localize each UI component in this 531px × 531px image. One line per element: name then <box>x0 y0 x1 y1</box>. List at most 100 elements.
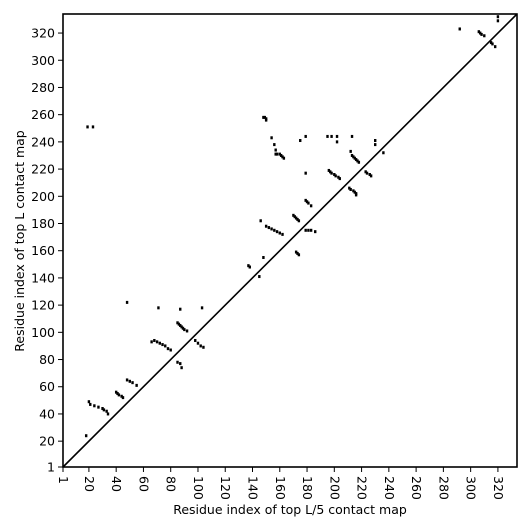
y-tick-label: 60 <box>39 379 55 394</box>
contact-point <box>177 322 181 326</box>
plot-frame <box>62 13 518 468</box>
contact-point <box>179 307 182 311</box>
contact-point <box>125 300 129 304</box>
contact-point <box>293 215 296 219</box>
contact-point <box>93 404 96 408</box>
contact-point <box>357 160 361 164</box>
contact-point <box>294 250 298 254</box>
y-tick-label: 240 <box>31 134 55 149</box>
contact-point <box>196 341 200 345</box>
contact-point <box>329 170 332 174</box>
contact-point <box>480 32 483 36</box>
y-tick-label: 200 <box>31 189 55 204</box>
x-tick-label: 80 <box>164 476 179 492</box>
contact-point <box>483 34 486 38</box>
y-tick-label: 260 <box>31 107 55 122</box>
x-tick-label: 100 <box>191 476 206 500</box>
contact-point <box>161 343 164 347</box>
y-tick-label: 320 <box>31 26 55 41</box>
contact-point <box>292 213 295 217</box>
contact-point <box>281 232 284 236</box>
y-tick-label: 120 <box>31 298 55 313</box>
contact-point <box>106 412 110 416</box>
contact-point <box>374 143 377 147</box>
contact-point <box>270 136 273 140</box>
contact-point <box>282 156 286 160</box>
contact-point <box>304 134 307 138</box>
contact-point <box>158 341 161 345</box>
contact-point <box>181 326 185 330</box>
contact-point <box>84 434 88 438</box>
contact-point <box>304 228 307 232</box>
contact-point <box>278 152 281 156</box>
contact-point <box>275 230 279 234</box>
contact-point <box>356 159 359 163</box>
contact-point <box>348 186 351 190</box>
contact-point <box>87 400 91 404</box>
y-tick-label: 220 <box>31 162 55 177</box>
contact-point <box>264 224 268 228</box>
contact-point <box>327 168 331 172</box>
contact-point <box>279 153 283 157</box>
contact-point <box>176 321 179 325</box>
contact-point <box>354 193 358 197</box>
contact-point <box>296 217 299 221</box>
contact-point <box>493 45 497 49</box>
contact-point <box>86 125 89 129</box>
contact-point <box>330 171 333 175</box>
contact-point <box>304 171 307 175</box>
contact-point <box>349 149 352 153</box>
contact-point <box>368 173 371 177</box>
contact-point <box>194 338 197 342</box>
contact-point <box>352 155 355 159</box>
diagonal-line <box>62 13 518 468</box>
contact-point <box>150 340 153 344</box>
contact-point <box>169 348 172 352</box>
contact-point <box>116 392 119 396</box>
contact-point <box>337 175 340 179</box>
contact-point <box>335 140 339 144</box>
contact-point <box>262 256 265 260</box>
contact-point <box>176 360 179 364</box>
contact-point <box>309 228 313 232</box>
contact-point <box>267 226 271 230</box>
contact-point <box>183 328 186 332</box>
contact-point <box>101 407 104 411</box>
contact-point <box>102 408 106 412</box>
contact-point <box>202 345 205 349</box>
contact-point <box>458 27 461 31</box>
y-tick-label: 80 <box>39 352 55 367</box>
contact-point <box>97 405 100 409</box>
contact-point <box>199 344 202 348</box>
y-tick-label: 100 <box>31 325 55 340</box>
contact-point <box>264 118 268 122</box>
contact-point <box>352 189 355 193</box>
x-tick-label: 180 <box>300 476 315 500</box>
contact-point <box>326 134 329 138</box>
x-tick-label: 260 <box>409 476 424 500</box>
contact-point <box>131 381 134 385</box>
contact-point <box>281 155 284 159</box>
y-tick-label: 180 <box>31 216 55 231</box>
y-tick-label: 40 <box>39 406 55 421</box>
contact-point <box>105 409 108 413</box>
contact-point <box>153 338 156 342</box>
contact-point <box>270 227 273 231</box>
contact-point <box>335 134 339 138</box>
contact-point <box>496 19 500 23</box>
y-tick-label: 20 <box>39 434 55 449</box>
contact-point <box>307 228 310 232</box>
contact-point <box>125 378 129 382</box>
contact-point <box>179 362 182 366</box>
contact-point <box>491 42 494 46</box>
y-tick-label: 140 <box>31 270 55 285</box>
contact-point <box>294 216 298 220</box>
y-tick-label: 160 <box>31 243 55 258</box>
contact-point <box>89 402 92 406</box>
contact-point <box>489 41 493 45</box>
contact-point <box>114 390 118 394</box>
contact-point <box>354 158 358 162</box>
contact-point <box>365 171 369 175</box>
x-tick-label: 60 <box>136 476 151 492</box>
contact-point <box>274 152 277 156</box>
